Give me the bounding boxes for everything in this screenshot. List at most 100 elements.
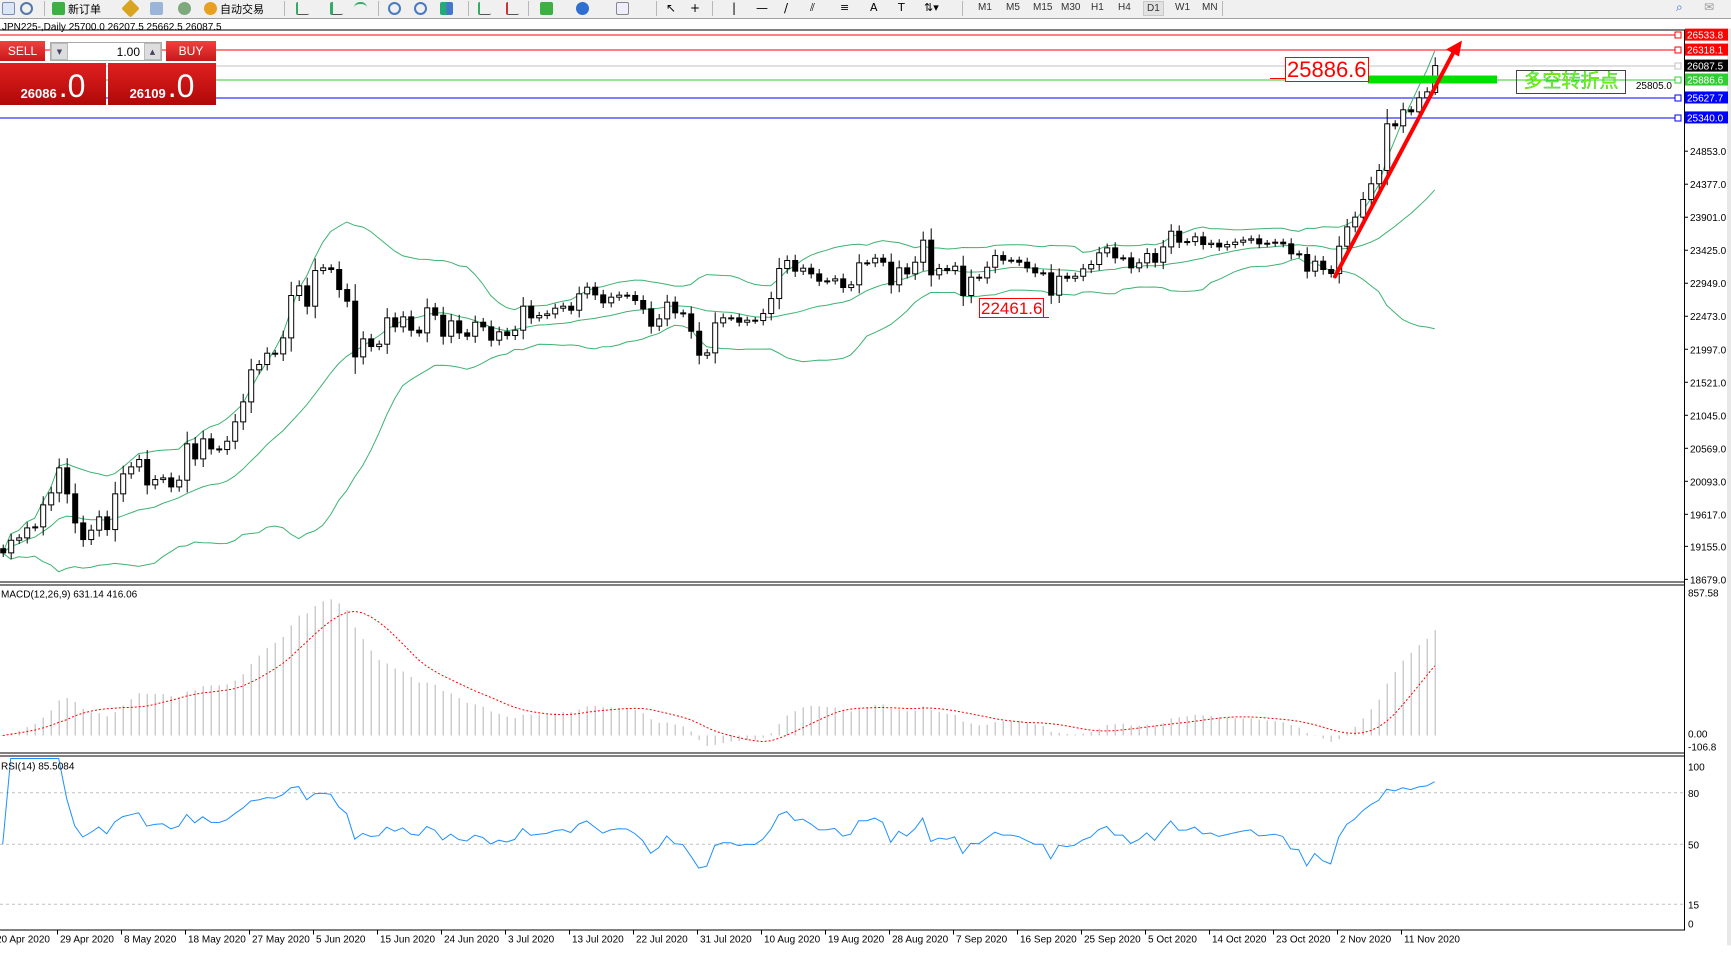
timeframe-mn[interactable]: MN (1202, 2, 1218, 13)
candlestick-icon[interactable] (330, 2, 343, 15)
candle-body (464, 332, 471, 337)
horizontal-line-handle (1674, 94, 1682, 102)
buy-price[interactable]: 26109.0 (108, 63, 216, 105)
candle (800, 264, 807, 276)
candle-body (288, 295, 295, 339)
text-icon[interactable]: A (870, 1, 878, 14)
buy-button[interactable]: BUY (166, 41, 216, 61)
candle-body (0, 548, 7, 554)
sell-button[interactable]: SELL (0, 41, 45, 61)
timeframe-m15[interactable]: M15 (1033, 2, 1053, 13)
terminal-icon[interactable] (178, 2, 191, 15)
templates-icon[interactable] (616, 2, 629, 15)
candle (1280, 238, 1287, 248)
tile-windows-icon[interactable] (440, 2, 453, 15)
signals-icon[interactable] (150, 2, 163, 15)
candle (656, 313, 663, 332)
candle-body (176, 479, 183, 488)
candle (160, 474, 167, 484)
candle-body (160, 477, 167, 481)
price-tick-label: 24377.0 (1690, 180, 1727, 191)
line-chart-icon[interactable] (354, 2, 367, 15)
zoom-search-icon[interactable] (20, 2, 33, 15)
timeframe-m1[interactable]: M1 (978, 2, 992, 13)
periods-icon[interactable] (576, 2, 589, 15)
candle (592, 282, 599, 300)
candle-body (968, 276, 975, 297)
timeframe-d1[interactable]: D1 (1143, 1, 1164, 16)
candle (1160, 239, 1167, 270)
candle-body (1024, 261, 1031, 269)
timeframe-h1[interactable]: H1 (1091, 2, 1104, 13)
date-tick-label: 5 Jun 2020 (316, 935, 366, 946)
cursor-icon[interactable]: ↖ (666, 1, 677, 15)
trendline-icon[interactable]: / (784, 1, 789, 15)
candle-body (1392, 123, 1399, 127)
search-icon[interactable]: ⌕ (1676, 0, 1683, 14)
zoom-in-icon[interactable] (388, 2, 401, 15)
timeframe-h4[interactable]: H4 (1118, 2, 1131, 13)
crosshair-icon[interactable]: + (690, 1, 701, 15)
bollinger-middle-band (2, 189, 1436, 554)
chart-area[interactable]: 25805.0 24853.0 24377.0 23901.0 23425.0 22949… (0, 19, 1731, 955)
candle-body (672, 301, 679, 314)
timeframe-m5[interactable]: M5 (1006, 2, 1020, 13)
candle (504, 327, 511, 340)
candle-body (568, 305, 575, 311)
candle (1152, 248, 1159, 268)
price-tick-label: 20093.0 (1690, 477, 1727, 488)
high-price-annotation[interactable]: 25886.6 (1285, 57, 1369, 82)
auto-trading-button[interactable]: 自动交易 (204, 1, 264, 16)
candle-body (232, 421, 239, 442)
candle-body (224, 440, 231, 451)
price-line-label: 26318.1 (1687, 46, 1724, 57)
candle-body (432, 307, 439, 316)
candle (464, 328, 471, 341)
lot-increase-button[interactable]: ▲ (144, 43, 161, 60)
vertical-line-icon[interactable]: | (732, 1, 737, 15)
low-price-annotation[interactable]: 22461.6 (979, 298, 1045, 318)
lot-decrease-button[interactable]: ▼ (51, 43, 68, 60)
candle-body (16, 537, 23, 541)
candle (1168, 224, 1175, 254)
new-order-button[interactable]: 新订单 (52, 1, 101, 16)
indicators-icon[interactable] (540, 2, 553, 15)
chat-icon[interactable]: ✉ (1704, 0, 1715, 14)
candle (960, 255, 967, 306)
chart-shift-icon[interactable] (506, 2, 519, 15)
candle (256, 360, 263, 375)
candle-body (1032, 267, 1039, 274)
zoom-out-icon[interactable] (414, 2, 427, 15)
sell-price[interactable]: 26086.0 (0, 63, 106, 105)
arrows-icon[interactable]: ⇅▾ (924, 1, 939, 14)
candle (760, 308, 767, 326)
candle-body (1064, 275, 1071, 279)
lot-size-field[interactable]: ▼ 1.00 ▲ (50, 42, 162, 61)
candle (872, 253, 879, 268)
candle (360, 331, 367, 365)
candle (64, 458, 71, 504)
rsi-axis-label: 0 (1688, 920, 1694, 931)
candle-body (856, 262, 863, 286)
turning-point-label[interactable]: 多空转折点 (1516, 70, 1626, 94)
candle-body (1264, 242, 1271, 245)
candle-body (120, 473, 127, 495)
candle-body (936, 268, 943, 276)
candle (1112, 242, 1119, 264)
auto-scroll-icon[interactable] (478, 2, 491, 15)
text-label-icon[interactable]: T (898, 1, 905, 14)
navigator-icon[interactable] (2, 2, 15, 15)
equidistant-channel-icon[interactable]: ⫽ (810, 1, 815, 14)
timeframe-w1[interactable]: W1 (1175, 2, 1190, 13)
macd-pane (2, 599, 1436, 746)
horizontal-line-icon[interactable]: — (756, 1, 768, 15)
lot-value[interactable]: 1.00 (116, 44, 140, 59)
market-watch-icon[interactable] (121, 0, 140, 18)
fibonacci-icon[interactable]: ≡ (840, 1, 850, 14)
candle (664, 294, 671, 327)
price-tick-label: 22949.0 (1690, 279, 1727, 290)
timeframe-m30[interactable]: M30 (1061, 2, 1081, 13)
candle-body (64, 467, 71, 495)
bar-chart-icon[interactable] (296, 2, 309, 15)
candle (1088, 260, 1095, 274)
